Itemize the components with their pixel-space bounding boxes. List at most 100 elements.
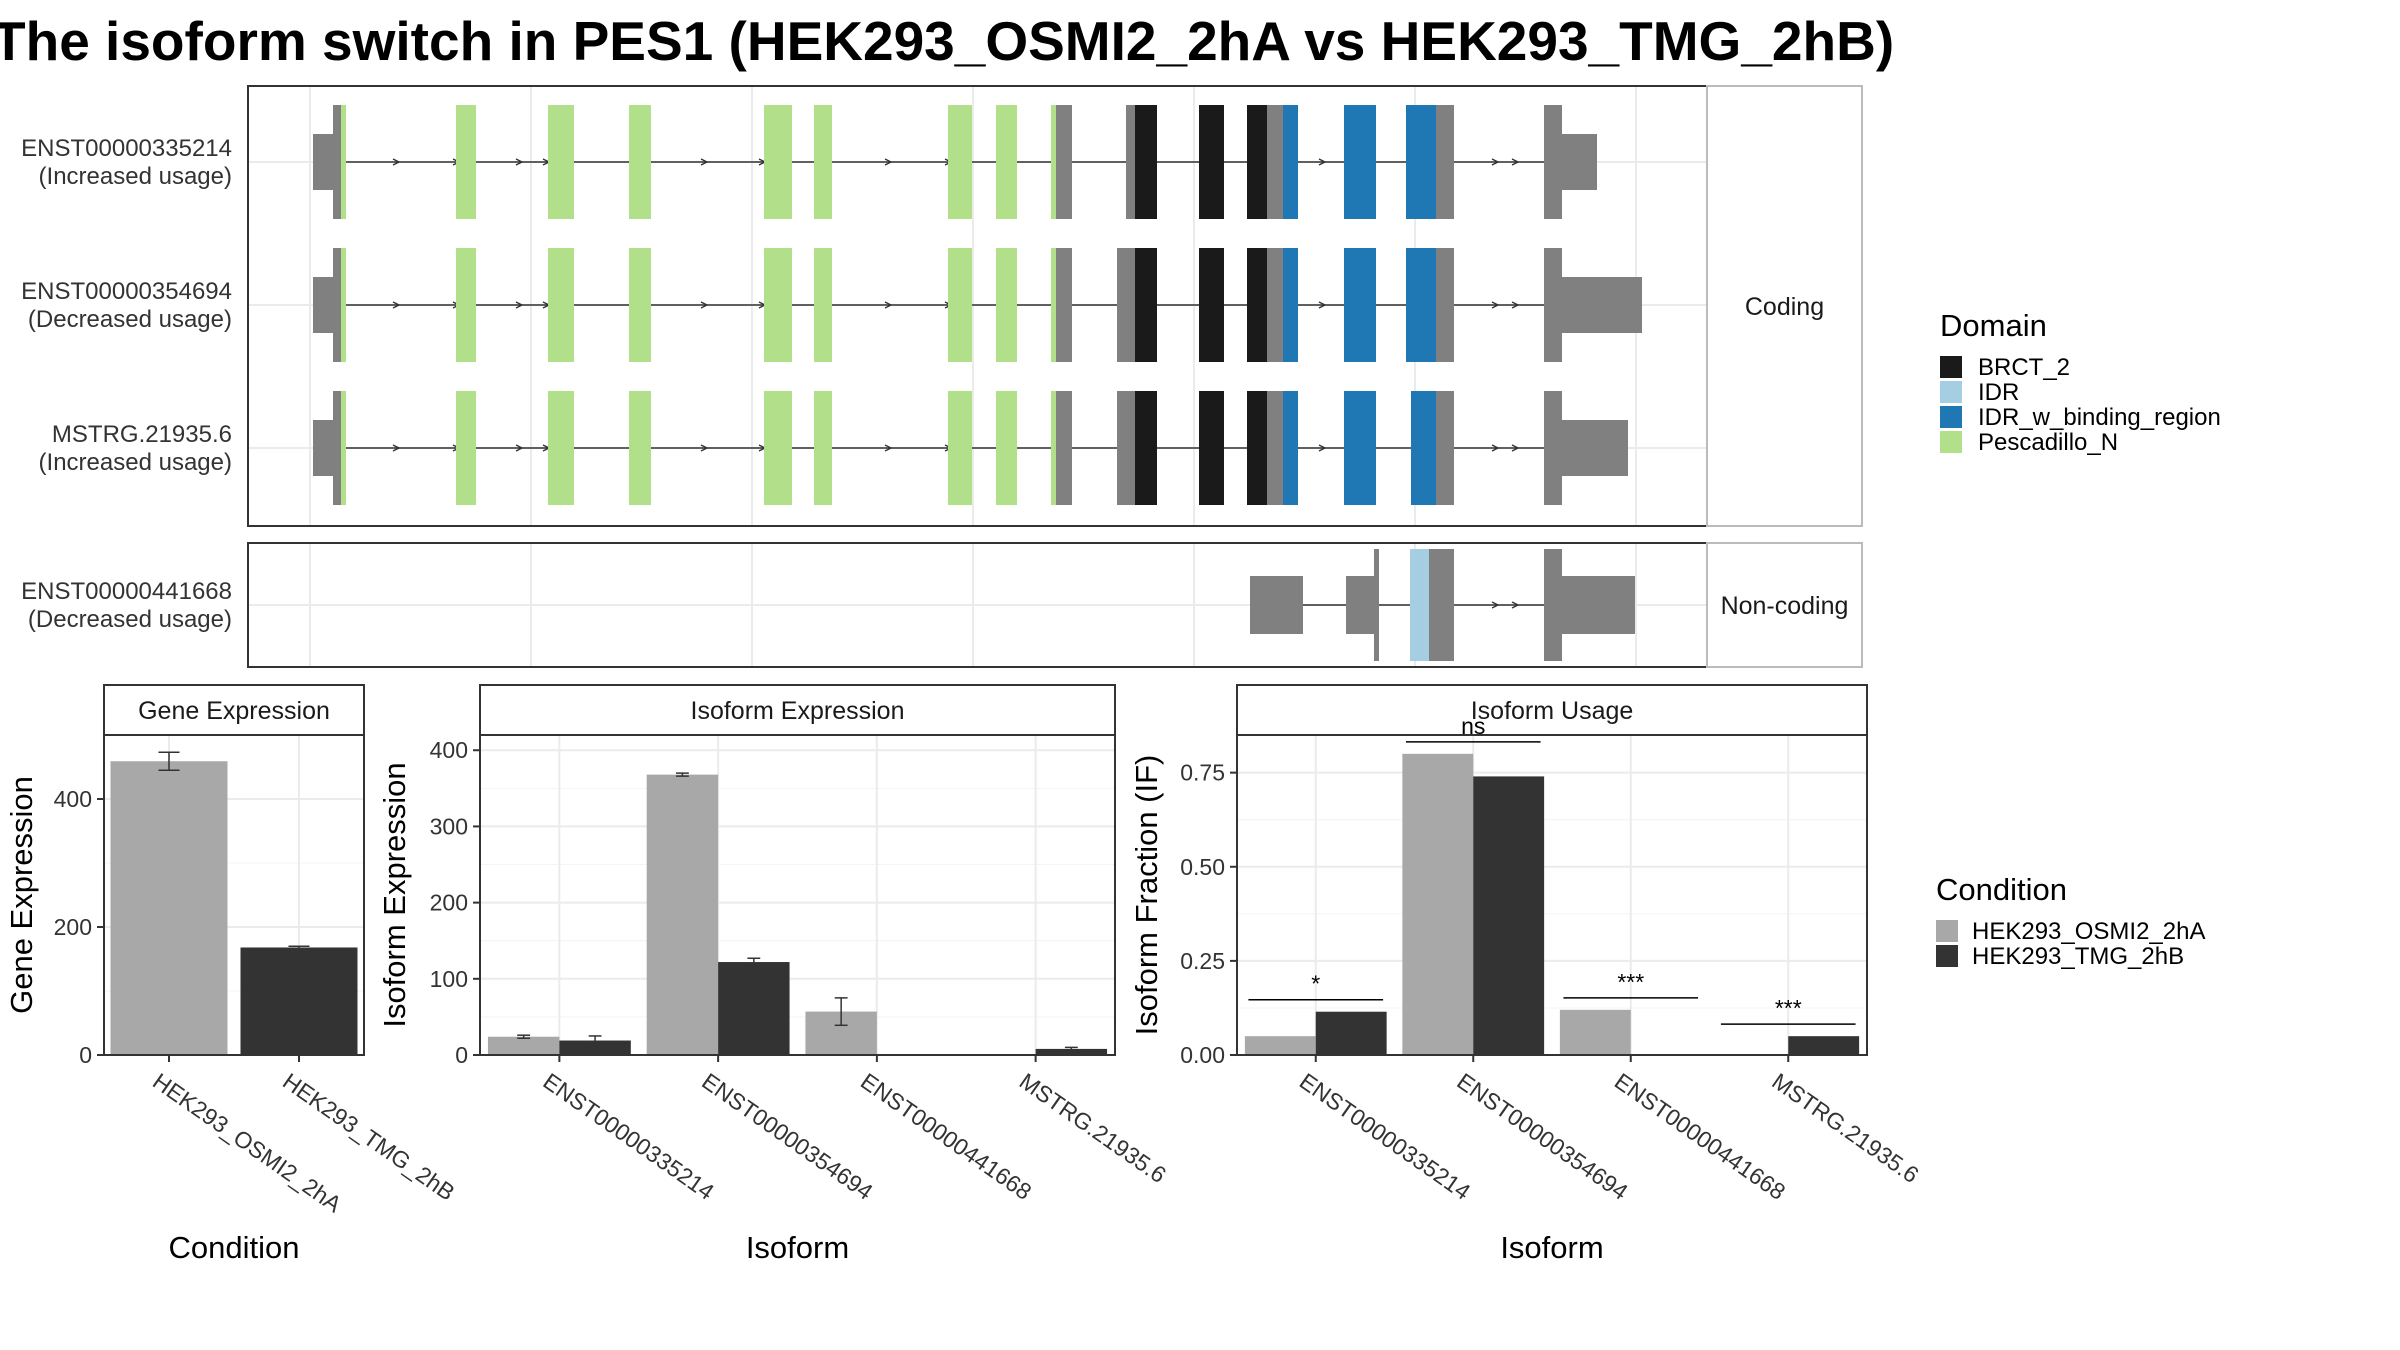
x-axis-title: Condition bbox=[169, 1230, 300, 1265]
domain-pescadillo bbox=[629, 248, 651, 362]
y-tick-label: 400 bbox=[430, 737, 468, 763]
utr-exon bbox=[1562, 576, 1635, 634]
domain-pescadillo bbox=[341, 248, 346, 362]
significance-label: *** bbox=[1617, 969, 1644, 995]
domain-legend: Domain BRCT_2IDRIDR_w_binding_regionPesca… bbox=[1940, 308, 2221, 456]
exon bbox=[1267, 105, 1283, 219]
utr-exon bbox=[313, 277, 333, 333]
legend-label: Pescadillo_N bbox=[1978, 429, 2118, 456]
panel-border bbox=[1236, 734, 1868, 1056]
panel-strip bbox=[1236, 684, 1868, 736]
exon bbox=[1544, 105, 1562, 219]
bar bbox=[1402, 753, 1474, 1055]
plot-area bbox=[1237, 735, 1867, 1055]
y-tick-label: 0 bbox=[455, 1042, 468, 1068]
transcript-id-label: ENST00000335214 bbox=[21, 135, 232, 162]
domain-pescadillo bbox=[764, 248, 792, 362]
strand-arrow bbox=[1318, 158, 1327, 166]
strand-arrow bbox=[1511, 601, 1520, 609]
domain-brct bbox=[1135, 391, 1157, 505]
strand-arrow bbox=[392, 444, 401, 452]
y-axis-title: Isoform Fraction (IF) bbox=[1129, 755, 1164, 1036]
domain-pescadillo bbox=[996, 391, 1017, 505]
x-tick-label: MSTRG.21935.6 bbox=[1767, 1068, 1923, 1188]
x-axis-title: Isoform bbox=[1500, 1230, 1603, 1265]
y-tick-label: 0.00 bbox=[1180, 1042, 1225, 1068]
panel-border bbox=[103, 734, 365, 1056]
utr-exon bbox=[1250, 576, 1303, 634]
exon bbox=[1126, 105, 1135, 219]
exon bbox=[1544, 248, 1562, 362]
strand-arrow bbox=[1491, 301, 1500, 309]
x-tick-label: ENST00000441668 bbox=[1610, 1068, 1790, 1205]
domain-pescadillo bbox=[456, 248, 476, 362]
legend-swatch bbox=[1940, 431, 1962, 453]
domain-pescadillo bbox=[548, 105, 574, 219]
bar bbox=[1559, 1009, 1631, 1055]
facet-strip bbox=[1706, 85, 1863, 527]
facet-strip-label: Coding bbox=[1745, 293, 1824, 321]
exon bbox=[1051, 105, 1072, 219]
exon bbox=[1436, 105, 1454, 219]
legend-swatch bbox=[1940, 381, 1962, 403]
x-axis-title: Isoform bbox=[746, 1230, 849, 1265]
panel-border bbox=[479, 734, 1116, 1056]
x-tick-label: ENST00000335214 bbox=[539, 1068, 720, 1205]
legend-label: BRCT_2 bbox=[1978, 354, 2070, 381]
y-tick-label: 0.25 bbox=[1180, 948, 1225, 974]
utr-exon bbox=[1562, 420, 1628, 476]
exon bbox=[1374, 549, 1379, 661]
plot-area bbox=[480, 735, 1115, 1055]
domain-brct bbox=[1199, 248, 1224, 362]
domain-idr-binding bbox=[1344, 248, 1376, 362]
legend-title: Domain bbox=[1940, 308, 2047, 343]
domain-pescadillo bbox=[948, 105, 972, 219]
exon bbox=[1117, 248, 1135, 362]
domain-pescadillo bbox=[814, 391, 832, 505]
exon bbox=[1117, 391, 1135, 505]
significance-label: *** bbox=[1775, 995, 1802, 1021]
strand-arrow bbox=[700, 444, 709, 452]
domain-pescadillo bbox=[1051, 248, 1056, 362]
x-tick-label: ENST00000354694 bbox=[697, 1068, 878, 1205]
facet-strip-label: Non-coding bbox=[1721, 592, 1849, 620]
y-axis-title: Gene Expression bbox=[4, 776, 39, 1014]
strand-arrow bbox=[515, 301, 524, 309]
x-tick-label: MSTRG.21935.6 bbox=[1015, 1068, 1171, 1188]
domain-pescadillo bbox=[996, 105, 1017, 219]
figure-title: The isoform switch in PES1 (HEK293_OSMI2… bbox=[0, 10, 1894, 72]
exon bbox=[1267, 248, 1283, 362]
strand-arrow bbox=[700, 301, 709, 309]
legend-label: IDR_w_binding_region bbox=[1978, 404, 2221, 431]
isoform-expression-panel: Isoform Expression 0 100 200 300 400 ENST00000… bbox=[377, 684, 1171, 1265]
strand-arrow bbox=[1491, 601, 1500, 609]
bar bbox=[110, 761, 228, 1055]
exon bbox=[333, 248, 343, 362]
strand-arrow bbox=[700, 158, 709, 166]
bar bbox=[1473, 776, 1545, 1055]
domain-idr-binding bbox=[1406, 105, 1436, 219]
domain-pescadillo bbox=[764, 391, 792, 505]
domain-brct bbox=[1135, 105, 1157, 219]
domain-pescadillo bbox=[548, 248, 574, 362]
domain-pescadillo bbox=[764, 105, 792, 219]
domain-pescadillo bbox=[814, 105, 832, 219]
legend-title: Condition bbox=[1936, 872, 2067, 907]
strand-arrow bbox=[884, 301, 893, 309]
facet-strip bbox=[1706, 542, 1863, 668]
transcript-usage-label: (Increased usage) bbox=[39, 449, 232, 476]
panel-strip bbox=[103, 684, 365, 736]
utr-exon bbox=[1562, 134, 1597, 190]
transcript-id-label: ENST00000441668 bbox=[21, 578, 232, 605]
strand-arrow bbox=[515, 444, 524, 452]
y-tick-label: 400 bbox=[54, 786, 92, 812]
strand-arrow bbox=[515, 158, 524, 166]
legend-swatch bbox=[1940, 406, 1962, 428]
transcript-usage-label: (Decreased usage) bbox=[28, 306, 232, 333]
utr-exon bbox=[313, 134, 333, 190]
strand-arrow bbox=[1511, 444, 1520, 452]
y-tick-label: 0.50 bbox=[1180, 854, 1225, 880]
domain-pescadillo bbox=[1051, 391, 1056, 505]
